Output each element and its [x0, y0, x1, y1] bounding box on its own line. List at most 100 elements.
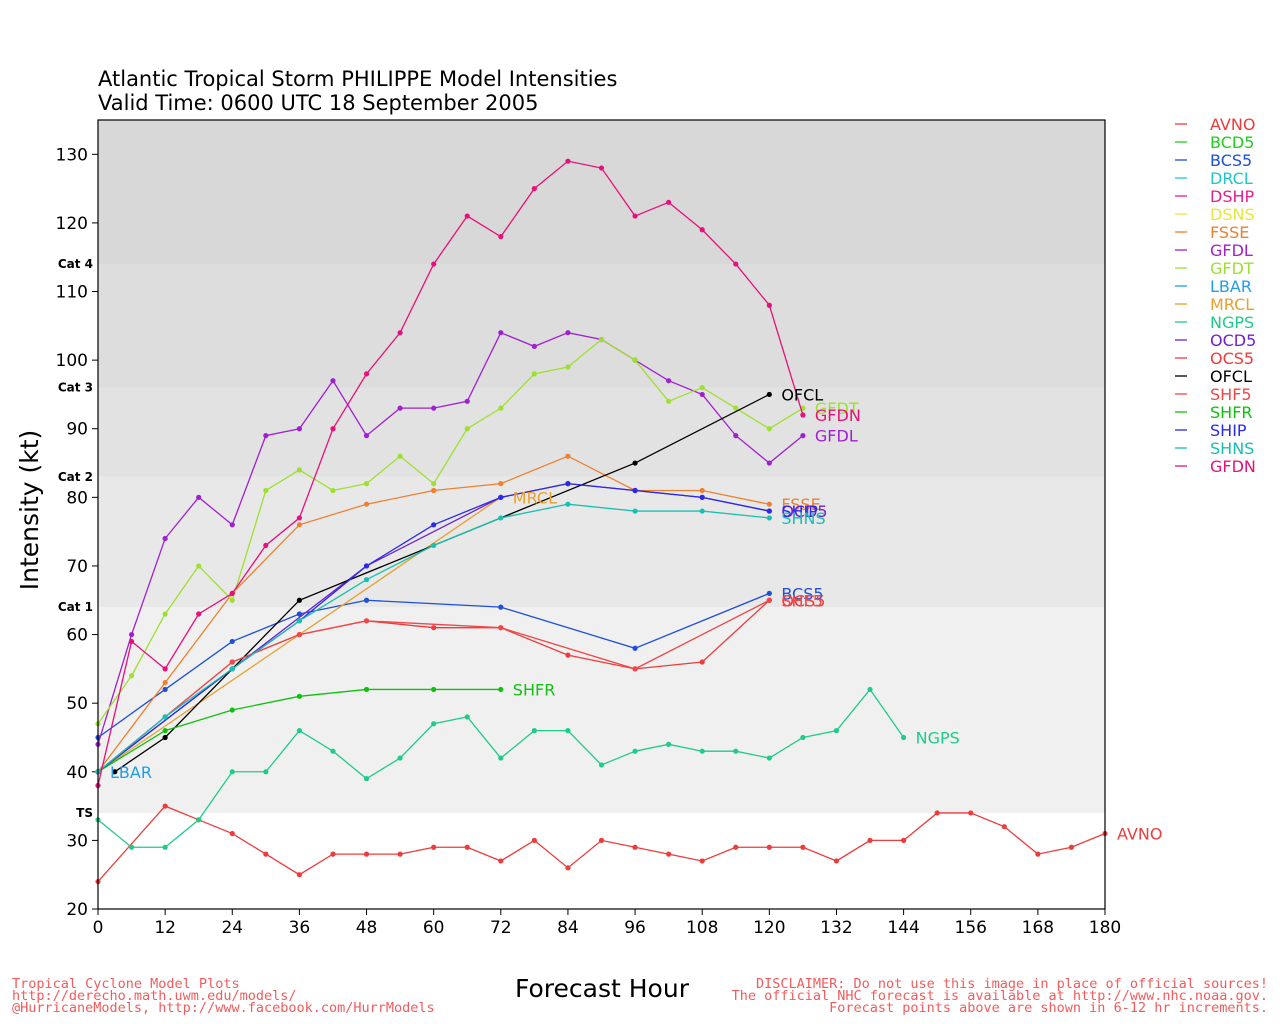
- legend-item-ofcl: OFCL: [1210, 367, 1252, 386]
- data-point-gfdn: [296, 515, 302, 521]
- data-point-avno: [263, 851, 269, 857]
- data-point-ocs5: [699, 659, 705, 665]
- series-line-shf5: [97, 599, 770, 773]
- data-point-gfdl: [229, 522, 235, 528]
- data-point-ngps: [431, 721, 437, 727]
- data-point-ngps: [800, 734, 806, 741]
- data-point-gfdl: [128, 631, 135, 638]
- series-label-lbar: LBAR: [110, 763, 152, 782]
- data-point-bcs5: [162, 686, 168, 693]
- data-point-avno: [1068, 844, 1075, 850]
- plot-frame: [97, 119, 1106, 910]
- data-point-gfdl: [464, 398, 470, 404]
- y-tick-label: 50: [66, 694, 88, 714]
- series-label-bcs5: BCS5: [781, 584, 823, 603]
- data-point-gfdt: [699, 384, 705, 391]
- data-point-avno: [162, 803, 168, 809]
- data-point-shns: [229, 666, 235, 672]
- data-point-gfdt: [162, 611, 168, 617]
- data-point-gfdn: [632, 213, 638, 219]
- category-band: [98, 476, 1105, 608]
- data-point-avno: [800, 844, 806, 850]
- x-tick-label: 84: [557, 918, 579, 938]
- x-tick-label: 96: [624, 918, 646, 938]
- data-point-ngps: [128, 844, 135, 850]
- category-label: TS: [76, 806, 93, 820]
- data-point-ngps: [766, 755, 772, 761]
- data-point-ngps: [598, 762, 605, 768]
- data-point-avno: [229, 830, 235, 837]
- chart-title-line1: Atlantic Tropical Storm PHILIPPE Model I…: [98, 67, 617, 91]
- data-point-avno: [733, 844, 739, 850]
- legend-item-ocd5: OCD5: [1210, 331, 1256, 350]
- series-line-gfdn: [97, 160, 804, 786]
- data-point-shf5: [632, 666, 638, 672]
- data-point-gfdn: [699, 227, 705, 233]
- y-tick-label: 60: [66, 626, 88, 646]
- data-point-avno: [1035, 851, 1041, 857]
- data-point-avno: [565, 865, 571, 871]
- data-point-gfdl: [397, 405, 403, 411]
- data-point-avno: [968, 810, 974, 816]
- data-point-ship: [632, 487, 638, 494]
- series-line-gfdl: [97, 331, 804, 745]
- data-point-shns: [431, 542, 437, 548]
- y-tick-label: 40: [66, 763, 88, 783]
- data-point-avno: [531, 837, 537, 843]
- data-point-shns: [766, 515, 772, 521]
- data-point-avno: [363, 851, 370, 857]
- data-point-gfdl: [296, 426, 302, 432]
- x-tick-label: 132: [820, 918, 852, 938]
- footer-right-2: The official NHC forecast is available a…: [732, 988, 1268, 1004]
- data-point-gfdl: [733, 433, 739, 439]
- data-point-gfdt: [598, 336, 605, 343]
- data-point-fsse: [565, 453, 571, 459]
- data-point-avno: [464, 844, 470, 850]
- data-point-shf5: [296, 631, 302, 638]
- data-point-gfdl: [666, 378, 672, 384]
- data-point-gfdt: [666, 398, 672, 404]
- data-point-gfdl: [162, 535, 168, 542]
- category-band: [98, 607, 1105, 813]
- data-point-ngps: [666, 741, 672, 747]
- data-point-gfdl: [498, 330, 504, 336]
- data-point-gfdl: [363, 433, 370, 439]
- legend-item-gfdn: GFDN: [1210, 457, 1256, 476]
- data-point-gfdl: [565, 330, 571, 336]
- data-point-gfdt: [363, 481, 370, 487]
- data-point-gfdn: [666, 199, 672, 205]
- data-point-avno: [699, 858, 705, 864]
- data-point-fsse: [498, 481, 504, 487]
- data-point-shfr: [431, 686, 437, 693]
- data-point-ngps: [196, 817, 202, 823]
- data-point-ngps: [464, 714, 470, 720]
- category-band: [98, 264, 1105, 388]
- legend: AVNOBCD5BCS5DRCLDSHPDSNSFSSEGFDLGFDTLBAR…: [1175, 115, 1256, 476]
- category-label: Cat 2: [58, 470, 93, 484]
- data-point-avno: [598, 837, 605, 843]
- data-point-shfr: [229, 707, 235, 713]
- data-point-ngps: [833, 728, 840, 734]
- legend-item-gfdl: GFDL: [1210, 241, 1253, 260]
- data-point-gfdn: [766, 302, 772, 308]
- series-label-shns: SHNS: [781, 509, 825, 528]
- data-point-avno: [1001, 824, 1007, 830]
- data-point-ngps: [363, 776, 370, 782]
- data-point-avno: [833, 858, 840, 864]
- y-tick-label: 70: [66, 557, 88, 577]
- series-label-ngps: NGPS: [916, 728, 960, 747]
- data-point-gfdl: [699, 391, 705, 398]
- series-line-avno: [97, 805, 1106, 882]
- y-tick-label: 110: [56, 283, 88, 303]
- legend-item-dsns: DSNS: [1210, 205, 1255, 224]
- category-band: [98, 387, 1105, 477]
- y-tick-label: 80: [66, 488, 88, 508]
- data-point-avno: [498, 858, 504, 864]
- series-end-labels: AVNO BCS5 FSSE GFDL GFDT LBAR MRCL NGPS OCD5 OCS5…: [110, 385, 1162, 843]
- legend-item-mrcl: MRCL: [1210, 295, 1254, 314]
- data-point-ngps: [330, 748, 336, 754]
- legend-item-shf5: SHF5: [1210, 385, 1252, 404]
- legend-item-ocs5: OCS5: [1210, 349, 1254, 368]
- category-labels: TS Cat 1 Cat 2 Cat 3 Cat 4: [58, 257, 93, 820]
- series-label-ship: SHIP: [781, 502, 818, 521]
